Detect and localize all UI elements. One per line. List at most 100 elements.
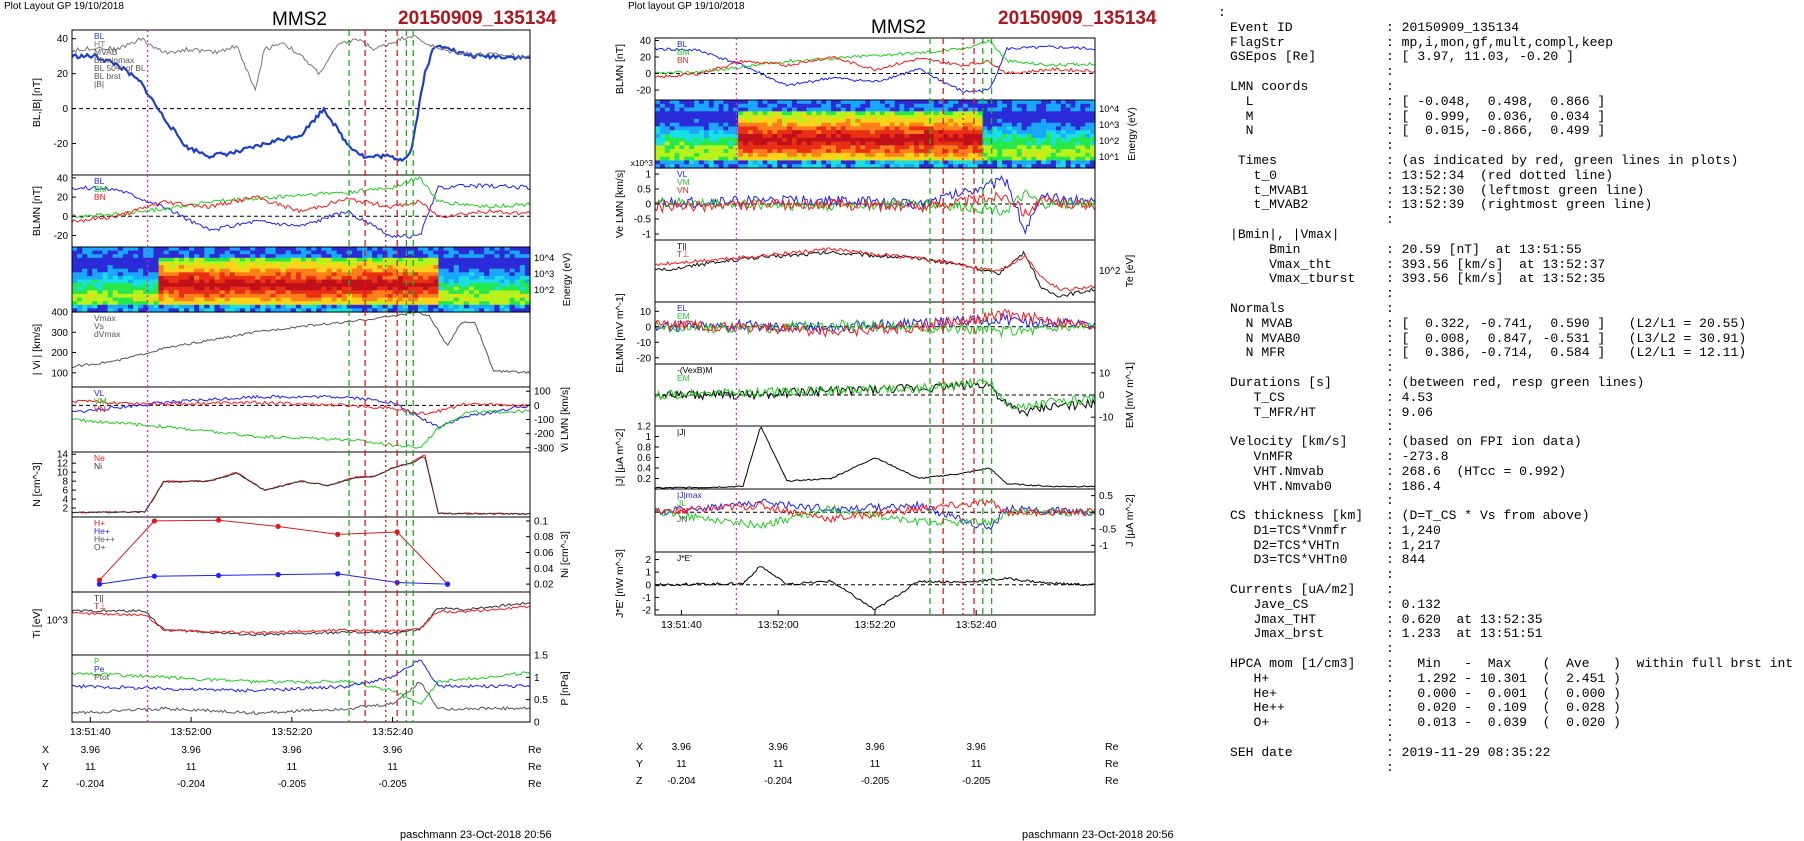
spectrogram-cell: [107, 268, 114, 273]
spectrogram-cell: [699, 118, 705, 124]
spectrogram-cell: [1011, 118, 1018, 124]
spectrogram-cell: [143, 272, 149, 277]
y-axis-label: Ni [cm^-3]: [559, 531, 571, 578]
spectrogram-cell: [229, 304, 236, 309]
spectrogram-cell: [933, 145, 940, 150]
spectrogram-cell: [311, 308, 317, 313]
spectrogram-cell: [899, 156, 905, 162]
spectrogram-cell: [694, 164, 700, 169]
spectrogram-cell: [919, 115, 925, 120]
spectrogram-cell: [377, 279, 383, 284]
spectrogram-cell: [914, 141, 920, 146]
spectrogram-cell: [199, 275, 205, 281]
spectrogram-cell: [295, 301, 302, 306]
spectrogram-cell: [958, 152, 964, 158]
spectrogram-cell: [133, 275, 139, 281]
spectrogram-cell: [762, 100, 769, 105]
spectrogram-cell: [153, 304, 160, 309]
spectrogram-cell: [270, 268, 277, 273]
spectrogram-cell: [295, 257, 302, 262]
spectrogram-cell: [255, 301, 261, 306]
spectrogram-cell: [884, 164, 891, 169]
spectrogram-cell: [234, 268, 241, 273]
spectrogram-cell: [468, 257, 475, 262]
spectrogram-cell: [743, 152, 749, 158]
spectrogram-cell: [762, 107, 769, 112]
spectrogram-cell: [694, 103, 700, 109]
summary-value: : 393.56 [km/s] at 13:52:37: [1386, 256, 1606, 272]
spectrogram-cell: [331, 265, 338, 270]
spectrogram-cell: [178, 272, 185, 277]
spectrogram-cell: [122, 261, 129, 266]
summary-row: Event ID: 20150909_135134: [1218, 20, 1804, 36]
spectrogram-cell: [474, 301, 480, 306]
spectrogram-cell: [889, 164, 896, 169]
spectrogram-cell: [752, 103, 759, 109]
spectrogram-cell: [189, 257, 195, 262]
spectrogram-cell: [92, 261, 99, 266]
spectrogram-cell: [234, 279, 241, 284]
spectrogram-cell: [265, 301, 272, 306]
spectrogram-cell: [684, 122, 690, 128]
spectrogram-cell: [229, 301, 236, 306]
spectrogram-cell: [194, 250, 200, 255]
spectrogram-cell: [963, 130, 969, 135]
spectrogram-cell: [782, 130, 788, 135]
spectrogram-cell: [987, 115, 993, 120]
spectrogram-cell: [821, 134, 827, 139]
spectrogram-cell: [285, 283, 292, 288]
spectrogram-cell: [796, 137, 803, 143]
spectrogram-cell: [102, 283, 109, 288]
spectrogram-cell: [953, 149, 959, 154]
spectrogram-cell: [326, 250, 333, 255]
spectrogram-cell: [762, 126, 769, 131]
summary-key: He+: [1230, 685, 1277, 701]
spectrogram-cell: [128, 304, 134, 309]
spectrogram-cell: [1046, 103, 1052, 109]
spectrogram-cell: [659, 107, 666, 112]
spectrogram-cell: [728, 149, 734, 154]
spectrogram-cell: [762, 145, 769, 150]
spectrogram-cell: [723, 103, 729, 109]
spectrogram-cell: [479, 297, 485, 302]
spectrogram-cell: [204, 283, 210, 288]
spectrogram-cell: [494, 279, 501, 284]
spectrogram-cell: [938, 149, 945, 154]
spectrogram-cell: [428, 279, 434, 284]
spectrogram-cell: [402, 250, 409, 255]
ephemeris-label: Y: [42, 761, 49, 773]
spectrogram-cell: [275, 250, 282, 255]
spectrogram-cell: [977, 160, 984, 165]
spectrogram-cell: [402, 261, 409, 266]
spectrogram-cell: [982, 164, 989, 169]
spectrogram-cell: [250, 308, 256, 313]
spectrogram-cell: [689, 100, 695, 105]
spectrogram-cell: [679, 126, 685, 131]
spectrogram-cell: [821, 137, 827, 143]
spectrogram-cell: [708, 130, 715, 135]
spectrogram-cell: [484, 290, 490, 295]
spectrogram-cell: [97, 283, 104, 288]
spectrogram-cell: [239, 290, 246, 295]
spectrogram-cell: [245, 290, 251, 295]
spectrogram-cell: [982, 118, 989, 124]
summary-value: : [ 3.97, 11.03, -0.20 ]: [1386, 49, 1574, 65]
spectrogram-cell: [1051, 137, 1057, 143]
spectrogram-cell: [816, 130, 822, 135]
spectrogram-cell: [209, 301, 216, 306]
spectrogram-cell: [107, 286, 114, 291]
spectrogram-cell: [777, 122, 783, 128]
series-bl-line: [71, 44, 531, 163]
series-t-line: [71, 601, 531, 637]
spectrogram-cell: [143, 254, 149, 259]
summary-value: : 1.292 - 10.301 ( 2.451 ): [1386, 670, 1621, 686]
spectrogram-cell: [331, 247, 338, 252]
spectrogram-cell: [963, 145, 969, 150]
spectrogram-cell: [245, 250, 251, 255]
spectrogram-cell: [229, 261, 236, 266]
spectrogram-cell: [1085, 103, 1091, 109]
spectrogram-cell: [674, 137, 681, 143]
spectrogram-cell: [362, 275, 368, 281]
spectrogram-cell: [933, 107, 940, 112]
spectrogram-cell: [290, 268, 297, 273]
